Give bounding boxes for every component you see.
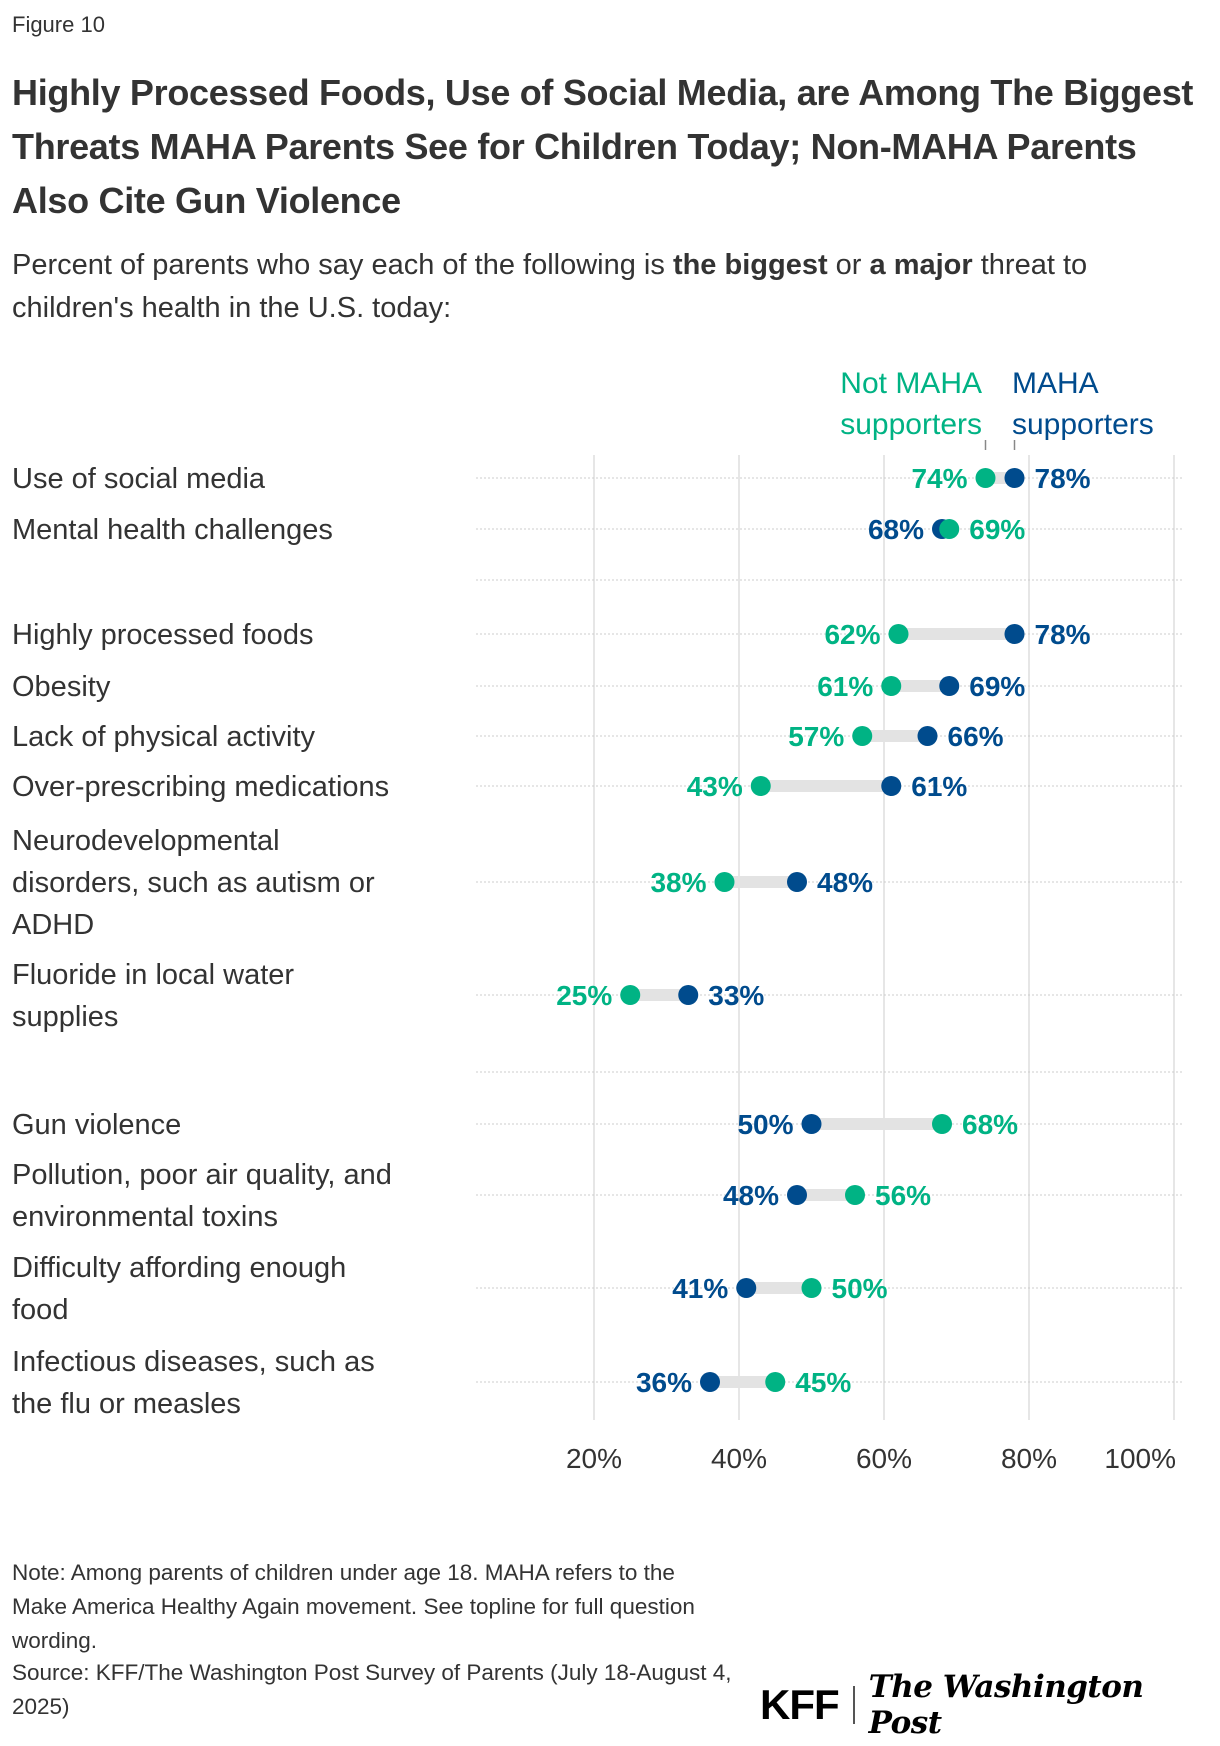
chart-title: Highly Processed Foods, Use of Social Me… [12,72,1194,221]
chart-subtitle: Percent of parents who say each of the f… [12,244,1212,330]
category-label: Over-prescribing medications [12,771,389,803]
dot-not-maha [881,676,902,696]
subtitle-bold-2: a major [869,249,973,281]
value-label-not-maha: 43% [687,771,743,802]
subtitle-bold-1: the biggest [672,249,828,281]
logos: KFF The Washington Post [760,1669,1220,1741]
figure-label: Figure 10 [12,12,105,37]
dot-not-maha [765,1372,786,1392]
dot-maha [787,872,807,892]
value-label-maha: 48% [723,1180,779,1211]
dot-not-maha [888,624,909,644]
value-label-maha: 41% [672,1273,728,1304]
value-label-not-maha: 57% [788,721,844,752]
dot-plot-chart: 20% 40% 60% 80% 100% Not MAHA supporters MAHA su… [12,367,1182,1474]
value-label-maha: 50% [737,1109,793,1140]
washington-post-logo: The Washington Post [868,1669,1144,1741]
category-label: Use of social media [12,463,266,495]
dot-not-maha [939,519,960,539]
value-label-not-maha: 68% [962,1109,1018,1140]
subtitle-text-2: or [827,249,870,281]
chart-source: Source: KFF/The Washington Post Survey o… [12,1660,732,1719]
category-label: the flu or measles [12,1388,241,1420]
value-label-maha: 78% [1035,463,1091,494]
category-label: Lack of physical activity [12,721,316,753]
dot-maha [881,776,902,796]
legend-not-maha: Not MAHA [840,367,982,400]
dot-not-maha [975,468,996,488]
dot-maha [939,676,960,696]
subtitle-text-3: threat to children's health in the U.S. … [12,249,1088,324]
dot-maha [801,1114,822,1134]
value-label-not-maha: 69% [969,514,1025,545]
x-tick-label: 100% [1104,1443,1176,1474]
category-label: environmental toxins [12,1201,278,1233]
dot-maha [1004,624,1025,644]
value-label-not-maha: 61% [817,671,873,702]
category-label: disorders, such as autism or [12,867,375,899]
category-label: Gun violence [12,1109,181,1141]
category-label: Neurodevelopmental [12,825,280,857]
category-label: supplies [12,1001,118,1033]
dot-not-maha [932,1114,952,1134]
legend-not-maha: supporters [840,408,982,441]
value-label-maha: 78% [1035,619,1091,650]
category-label: Difficulty affording enough [12,1252,346,1284]
legend-maha: MAHA [1012,367,1099,400]
dot-not-maha [714,872,735,892]
value-label-maha: 33% [708,980,764,1011]
x-tick-label: 40% [711,1443,767,1474]
value-label-not-maha: 25% [556,980,612,1011]
dot-maha [678,985,699,1005]
category-label: food [12,1294,68,1326]
category-label: Pollution, poor air quality, and [12,1159,392,1191]
dot-maha [736,1278,757,1298]
x-tick-label: 60% [856,1443,912,1474]
value-label-maha: 68% [868,514,924,545]
x-tick-label: 80% [1001,1443,1057,1474]
logo-divider [852,1686,855,1724]
category-label: Obesity [12,671,111,703]
value-label-not-maha: 38% [650,867,706,898]
value-label-not-maha: 50% [832,1273,888,1304]
category-label: Highly processed foods [12,619,313,651]
dot-maha [700,1372,720,1392]
category-label: Fluoride in local water [12,959,294,991]
value-label-not-maha: 74% [911,463,967,494]
category-label: ADHD [12,909,94,941]
dot-not-maha [845,1185,865,1205]
value-label-not-maha: 56% [875,1180,931,1211]
dot-maha [917,726,938,746]
value-label-maha: 69% [969,671,1025,702]
value-label-maha: 48% [817,867,873,898]
legend-maha: supporters [1012,408,1154,441]
x-tick-label: 20% [566,1443,622,1474]
dot-maha [787,1185,807,1205]
value-label-maha: 61% [911,771,967,802]
dot-maha [1004,468,1025,488]
subtitle-text-1: Percent of parents who say each of the f… [12,249,673,281]
category-label: Mental health challenges [12,514,333,546]
dot-not-maha [801,1278,822,1298]
dot-not-maha [852,726,873,746]
value-label-not-maha: 45% [795,1367,851,1398]
value-label-maha: 36% [636,1367,692,1398]
kff-logo: KFF [760,1681,840,1728]
value-label-maha: 66% [948,721,1004,752]
category-label: Infectious diseases, such as [12,1346,375,1378]
dot-not-maha [750,776,771,796]
chart-note: Note: Among parents of children under ag… [12,1560,695,1653]
value-label-not-maha: 62% [824,619,880,650]
dot-not-maha [620,985,641,1005]
